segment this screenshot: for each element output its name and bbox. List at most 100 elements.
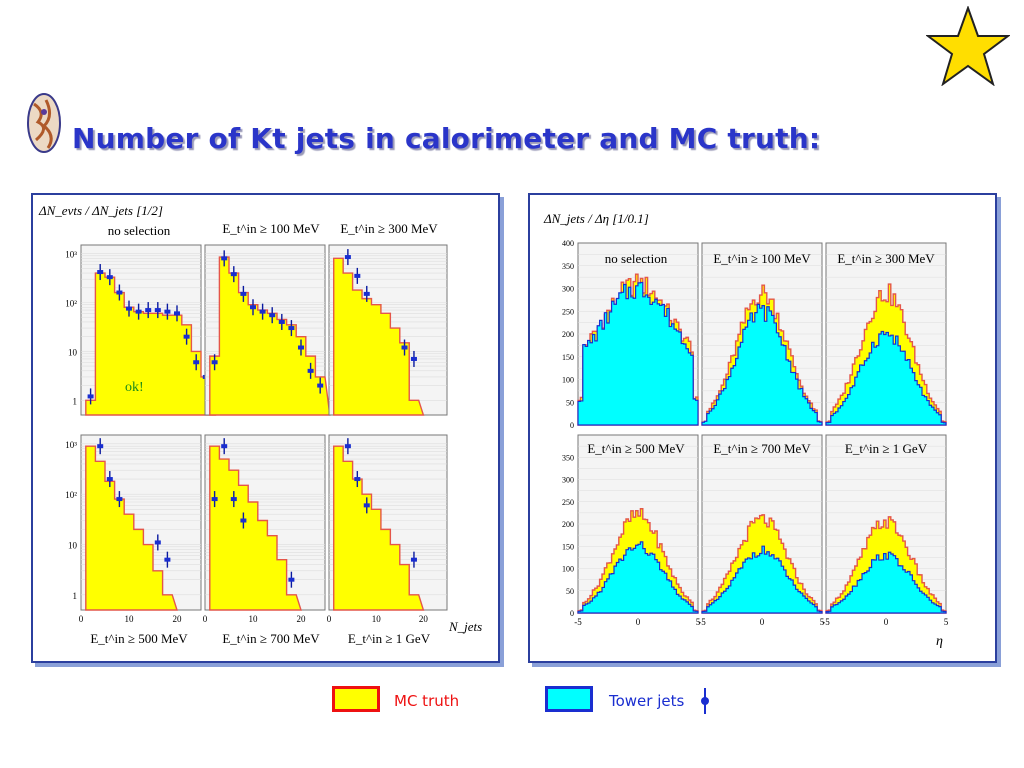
errorbar-marker-icon [701, 688, 709, 714]
mc-truth-swatch [332, 686, 380, 712]
right-y-tick-0: 0 [570, 609, 574, 618]
tower-jets-label: Tower jets [609, 692, 685, 710]
left-x-tick-0: 0 [203, 614, 208, 624]
eta-cut-label-0: no selection [605, 251, 668, 266]
right-y-axis-label: ΔN_jets / Δη [1/0.1] [543, 211, 649, 226]
tower-jets-point-4 [164, 557, 171, 562]
tower-jets-point-11 [317, 383, 324, 388]
left-y-tick-1: 10 [68, 347, 78, 357]
eta-subplot-1 [701, 242, 823, 426]
tower-jets-point-3 [401, 345, 408, 350]
eta-subplot-5 [825, 434, 947, 614]
tower-jets-point-1 [354, 477, 361, 482]
tower-jets-point-0 [344, 255, 351, 260]
tower-jets-eta [825, 330, 947, 426]
logo-icon [27, 93, 61, 153]
tower-jets-point-1 [106, 477, 113, 482]
right-y-tick-3: 150 [562, 353, 574, 362]
subplot-cut-label-4: E_t^in ≥ 700 MeV [222, 631, 320, 646]
tower-jets-eta [577, 541, 699, 614]
tower-jets-point-2 [363, 291, 370, 296]
njets-subplot-2 [328, 244, 448, 416]
eta-cut-label-4: E_t^in ≥ 700 MeV [713, 441, 811, 456]
tower-jets-point-2 [230, 272, 237, 277]
right-y-tick-6: 300 [562, 476, 574, 485]
eta-cut-label-3: E_t^in ≥ 500 MeV [587, 441, 685, 456]
right-y-tick-6: 300 [562, 285, 574, 294]
tower-jets-eta [701, 303, 823, 426]
right-y-tick-3: 150 [562, 542, 574, 551]
right-x-axis-label: η [936, 634, 943, 649]
left-x-axis-label: N_jets [448, 619, 482, 634]
tower-jets-point-9 [174, 311, 180, 316]
left-x-tick-1: 10 [125, 614, 135, 624]
tower-jets-point-11 [193, 360, 200, 365]
right-y-tick-4: 200 [562, 330, 574, 339]
tower-jets-point-1 [221, 444, 228, 449]
tower-jets-point-5 [259, 309, 266, 314]
tower-jets-eta [577, 281, 699, 426]
mc-truth-histogram [85, 445, 178, 611]
tower-jets-point-3 [154, 540, 161, 545]
eta-subplot-0 [577, 242, 699, 426]
tower-jets-point-2 [363, 503, 370, 508]
eta-subplot-4 [701, 434, 823, 614]
right-x-tick-2: 5 [820, 617, 825, 627]
tower-jets-point-0 [344, 444, 351, 449]
slide-title: Number of Kt jets in calorimeter and MC … [72, 122, 821, 155]
left-y-tick-1: 10 [68, 541, 78, 551]
njets-subplot-4 [204, 434, 326, 611]
tower-jets-point-1 [97, 270, 104, 275]
left-x-tick-0: 0 [327, 614, 332, 624]
tower-jets-point-8 [164, 309, 171, 314]
right-x-tick-0: -5 [698, 617, 706, 627]
right-chart-panel: ΔN_jets / Δη [1/0.1] η no selection 0 50 100 1… [528, 193, 997, 663]
tower-jets-point-2 [116, 497, 123, 502]
left-y-tick-0: 1 [73, 591, 78, 601]
njets-subplot-3 [80, 434, 202, 611]
mc-truth-label: MC truth [394, 692, 460, 710]
tower-jets-point-0 [97, 444, 104, 449]
tower-jets-point-3 [410, 557, 417, 562]
tower-jets-point-0 [211, 360, 218, 365]
subplot-cut-label-2: E_t^in ≥ 300 MeV [340, 221, 438, 236]
right-y-tick-5: 250 [562, 498, 574, 507]
right-y-tick-0: 0 [570, 421, 574, 430]
tower-jets-point-4 [288, 577, 295, 582]
mc-truth-histogram [85, 272, 217, 416]
right-x-tick-0: -5 [822, 617, 830, 627]
tower-jets-point-3 [240, 291, 247, 296]
left-x-tick-2: 20 [419, 614, 429, 624]
tower-jets-point-2 [106, 275, 113, 280]
tower-jets-point-0 [87, 394, 94, 399]
eta-distribution-grid: ΔN_jets / Δη [1/0.1]ηno selection0501001… [543, 211, 949, 649]
right-y-tick-7: 350 [562, 453, 574, 462]
right-y-tick-2: 100 [562, 565, 574, 574]
njets-subplot-5 [328, 434, 448, 611]
subplot-cut-label-3: E_t^in ≥ 500 MeV [90, 631, 188, 646]
eta-subplot-3 [577, 434, 699, 614]
tower-jets-point-5 [135, 309, 142, 314]
tower-jets-swatch [545, 686, 593, 712]
eta-cut-label-5: E_t^in ≥ 1 GeV [845, 441, 928, 456]
right-y-tick-5: 250 [562, 307, 574, 316]
tower-jets-point-0 [211, 497, 218, 502]
tower-jets-point-2 [230, 497, 237, 502]
tower-jets-point-3 [116, 290, 123, 295]
left-x-tick-1: 10 [249, 614, 259, 624]
subplot-cut-label-0: no selection [108, 223, 171, 238]
left-x-tick-1: 10 [372, 614, 382, 624]
left-y-axis-label: ΔN_evts / ΔN_jets [1/2] [38, 203, 163, 218]
subplot-cut-label-5: E_t^in ≥ 1 GeV [348, 631, 431, 646]
right-x-tick-1: 0 [636, 617, 641, 627]
mc-truth-histogram [333, 445, 425, 611]
left-y-tick-0: 1 [73, 396, 78, 406]
left-chart-panel: ΔN_evts / ΔN_jets [1/2] N_jets no selectio… [31, 193, 500, 663]
tower-jets-point-7 [278, 319, 285, 324]
mc-truth-histogram [209, 445, 302, 611]
left-x-tick-2: 20 [297, 614, 307, 624]
star-icon [926, 6, 1010, 86]
right-x-tick-1: 0 [884, 617, 889, 627]
left-y-tick-3: 10³ [65, 250, 77, 260]
ok-annotation: ok! [125, 380, 144, 395]
